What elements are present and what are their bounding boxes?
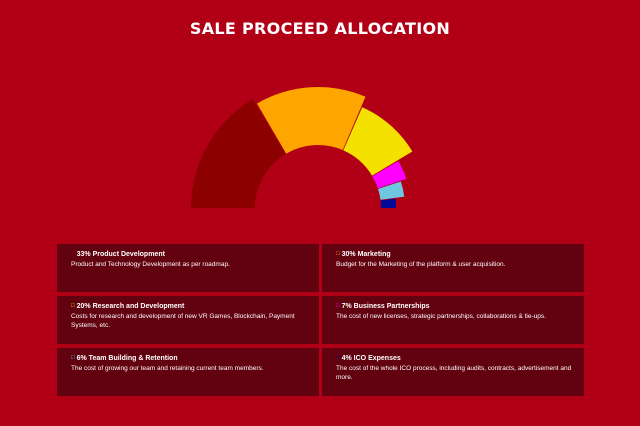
card-description: Costs for research and development of ne…	[71, 313, 295, 329]
allocation-card-team: □ 6% Team Building & Retention The cost o…	[57, 348, 319, 396]
card-description: The cost of the whole ICO process, inclu…	[336, 365, 572, 381]
card-title-text: 33% Product Development	[76, 251, 165, 258]
half-donut-chart	[191, 87, 413, 208]
allocation-card-partnerships: □ 7% Business Partnerships The cost of ne…	[322, 296, 584, 344]
card-description: Product and Technology Development as pe…	[71, 261, 230, 268]
slice-business-partnerships	[372, 161, 407, 189]
card-title: □ 20% Research and Development	[71, 302, 311, 311]
chart-title: SALE PROCEED ALLOCATION	[189, 19, 451, 38]
card-description: Budget for the Marketing of the platform…	[336, 261, 506, 268]
card-title: □ 4% ICO Expenses	[336, 354, 576, 363]
card-title-text: 6% Team Building & Retention	[76, 355, 178, 362]
slice-marketing	[256, 87, 366, 154]
allocation-card-product-development: □ 33% Product Development Product and Tec…	[57, 244, 319, 292]
bullet-icon: □	[336, 355, 340, 361]
bullet-icon: □	[71, 303, 75, 309]
bullet-icon: □	[336, 303, 340, 309]
allocation-cards: □ 33% Product Development Product and Tec…	[57, 244, 584, 396]
slice-ico-expenses	[380, 198, 396, 208]
card-title: □ 6% Team Building & Retention	[71, 354, 311, 363]
card-description: The cost of new licenses, strategic part…	[336, 313, 546, 320]
card-title-text: 4% ICO Expenses	[341, 355, 401, 362]
bullet-icon: □	[336, 251, 340, 257]
allocation-card-ico-expenses: □ 4% ICO Expenses The cost of the whole I…	[322, 348, 584, 396]
card-title-text: 7% Business Partnerships	[341, 303, 430, 310]
card-title: □ 7% Business Partnerships	[336, 302, 576, 311]
card-title: □ 30% Marketing	[336, 250, 576, 259]
bullet-icon: □	[71, 355, 75, 361]
card-title: □ 33% Product Development	[71, 250, 311, 259]
card-description: The cost of growing our team and retaini…	[71, 365, 264, 372]
card-title-text: 20% Research and Development	[76, 303, 185, 310]
slice-product-development	[191, 99, 286, 208]
slice-research-and-development	[343, 107, 413, 176]
allocation-card-research: □ 20% Research and Development Costs for …	[57, 296, 319, 344]
card-title-text: 30% Marketing	[341, 251, 391, 258]
bullet-icon: □	[71, 251, 75, 257]
allocation-card-marketing: □ 30% Marketing Budget for the Marketing …	[322, 244, 584, 292]
slice-team-building-retention	[378, 181, 405, 200]
